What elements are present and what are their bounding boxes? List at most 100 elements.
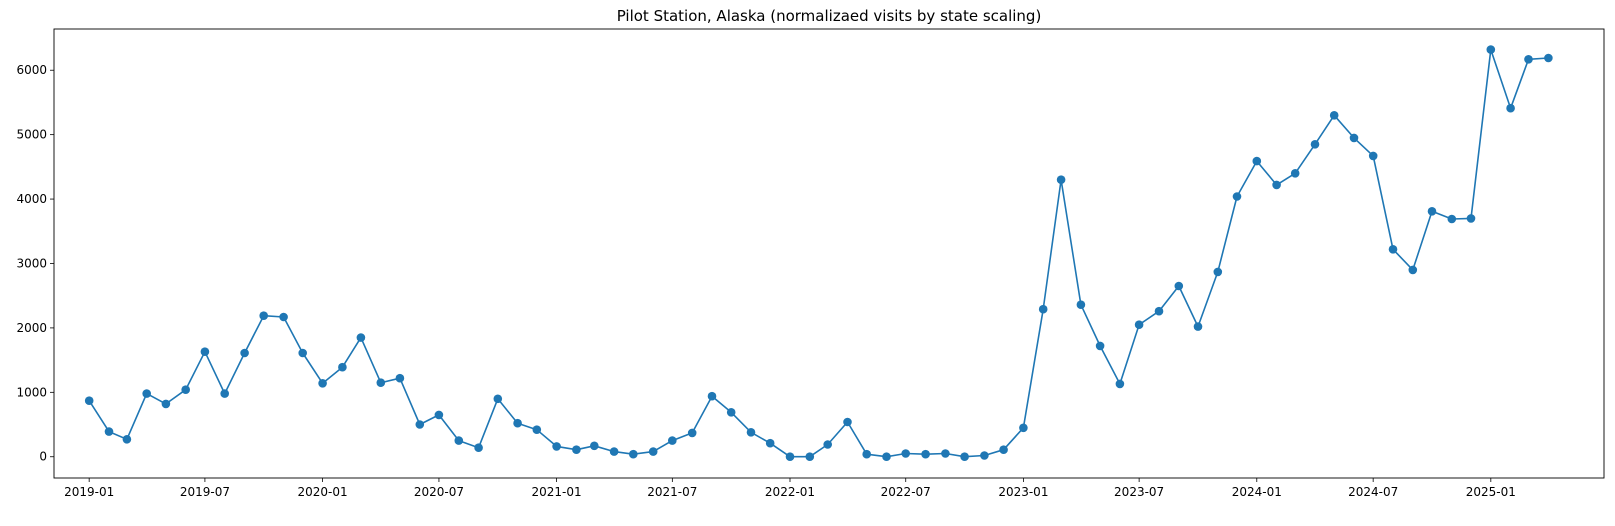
series-line <box>88 48 1549 458</box>
x-tick-label: 2024-01 <box>1232 485 1282 499</box>
data-point <box>862 449 871 459</box>
data-point <box>687 428 697 438</box>
data-point <box>240 348 249 358</box>
data-point <box>1447 214 1457 224</box>
chart-title: Pilot Station, Alaska (normalizaed visit… <box>617 7 1042 25</box>
y-tick-label: 6000 <box>16 63 47 77</box>
y-tick-label: 1000 <box>16 385 47 399</box>
data-point <box>901 449 910 458</box>
data-point <box>629 449 638 459</box>
x-tick-label: 2024-07 <box>1348 485 1398 499</box>
data-point <box>590 441 599 451</box>
y-tick-label: 0 <box>39 450 47 464</box>
data-point <box>1290 169 1300 178</box>
data-point <box>746 428 756 437</box>
x-tick-label: 2020-07 <box>414 485 464 499</box>
x-tick-label: 2019-07 <box>180 485 230 499</box>
data-point <box>941 449 950 458</box>
x-tick-label: 2020-01 <box>297 485 347 499</box>
data-point <box>1252 156 1262 166</box>
data-point <box>1524 55 1533 64</box>
data-point <box>279 312 288 322</box>
y-tick-label: 5000 <box>16 128 47 142</box>
x-tick-label: 2019-01 <box>64 485 114 499</box>
data-point <box>648 447 658 456</box>
data-point <box>668 436 677 445</box>
data-point <box>572 445 581 455</box>
x-tick-label: 2025-01 <box>1466 485 1516 499</box>
data-point <box>843 417 852 427</box>
data-point <box>1056 175 1066 184</box>
x-tick-label: 2022-07 <box>881 485 931 499</box>
data-point <box>376 378 386 388</box>
data-point <box>1368 151 1378 161</box>
data-point <box>318 379 327 388</box>
y-tick-label: 2000 <box>16 321 47 335</box>
data-point <box>161 399 171 409</box>
data-point <box>1038 304 1048 314</box>
data-point <box>415 420 425 429</box>
data-point <box>1193 322 1203 331</box>
data-point <box>1466 214 1476 223</box>
data-point <box>1486 45 1496 54</box>
data-point <box>220 389 229 398</box>
data-point <box>122 435 132 444</box>
data-point <box>142 389 151 398</box>
data-point <box>1076 300 1086 310</box>
data-point <box>609 447 619 456</box>
data-point <box>200 347 210 357</box>
data-point <box>726 408 736 417</box>
data-point <box>921 449 930 459</box>
data-point <box>338 362 347 372</box>
data-point <box>395 373 405 383</box>
data-point <box>552 442 561 451</box>
data-point <box>259 311 269 321</box>
data-point <box>104 427 114 436</box>
data-point <box>1154 306 1164 316</box>
data-point <box>1134 320 1144 330</box>
data-point <box>1115 379 1125 389</box>
data-point <box>785 452 795 462</box>
data-point <box>1272 180 1281 190</box>
data-point <box>882 452 891 462</box>
data-point <box>1232 192 1242 201</box>
data-point <box>823 440 832 449</box>
plot-area <box>53 28 1605 479</box>
data-point <box>1408 265 1418 275</box>
data-point <box>999 445 1008 455</box>
data-point <box>1095 341 1105 351</box>
data-point <box>513 418 522 428</box>
data-point <box>1506 103 1515 113</box>
data-point <box>765 438 775 448</box>
data-point <box>298 348 308 358</box>
data-point <box>1310 140 1320 149</box>
x-axis: 2019-01 2019-07 2020-01 2020-07 2021-01 2021-… <box>64 478 1516 499</box>
y-tick-label: 4000 <box>16 192 47 206</box>
x-tick-label: 2022-01 <box>765 485 815 499</box>
data-point <box>1213 267 1223 277</box>
data-point <box>532 425 542 435</box>
data-point <box>980 451 989 460</box>
data-point <box>805 452 815 462</box>
data-point <box>1427 207 1437 216</box>
x-tick-label: 2021-01 <box>532 485 582 499</box>
data-point <box>1019 423 1028 433</box>
y-axis: 0 1000 2000 3000 4000 5000 6000 <box>16 63 54 464</box>
data-point <box>1349 133 1359 143</box>
data-point <box>1174 281 1184 291</box>
data-point <box>181 385 190 395</box>
data-point <box>960 452 969 462</box>
data-point <box>1544 53 1553 63</box>
data-point <box>1388 245 1398 254</box>
data-points <box>84 45 1553 462</box>
x-tick-label: 2021-07 <box>647 485 697 499</box>
data-point <box>356 333 366 342</box>
data-point <box>707 391 717 401</box>
x-tick-label: 2023-01 <box>998 485 1048 499</box>
data-point <box>1329 111 1339 120</box>
data-point <box>493 394 503 404</box>
x-tick-label: 2023-07 <box>1114 485 1164 499</box>
y-tick-label: 3000 <box>16 256 47 270</box>
data-point <box>474 443 483 453</box>
